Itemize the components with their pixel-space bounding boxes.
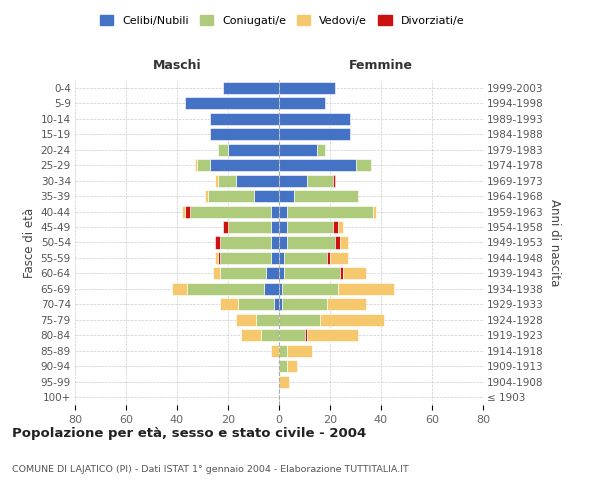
Bar — [197, 159, 210, 171]
Bar — [215, 174, 218, 186]
Bar — [238, 298, 274, 310]
Bar — [236, 314, 256, 326]
Bar — [271, 252, 279, 264]
Bar — [279, 112, 350, 124]
Bar — [279, 97, 325, 109]
Text: Popolazione per età, sesso e stato civile - 2004: Popolazione per età, sesso e stato civil… — [12, 428, 366, 440]
Bar — [218, 144, 228, 156]
Bar — [340, 268, 343, 280]
Bar — [279, 128, 350, 140]
Bar — [279, 314, 320, 326]
Bar — [271, 221, 279, 233]
Bar — [307, 330, 358, 342]
Bar — [287, 236, 335, 248]
Bar — [271, 345, 279, 357]
Bar — [279, 376, 289, 388]
Bar — [279, 82, 335, 94]
Bar — [241, 330, 261, 342]
Bar — [340, 236, 348, 248]
Bar — [220, 252, 271, 264]
Bar — [205, 190, 208, 202]
Bar — [215, 236, 220, 248]
Bar — [210, 112, 279, 124]
Bar — [228, 144, 279, 156]
Bar — [187, 283, 264, 295]
Bar — [317, 144, 325, 156]
Bar — [279, 144, 317, 156]
Bar — [274, 298, 279, 310]
Bar — [185, 97, 279, 109]
Bar — [218, 174, 236, 186]
Text: COMUNE DI LAJATICO (PI) - Dati ISTAT 1° gennaio 2004 - Elaborazione TUTTITALIA.I: COMUNE DI LAJATICO (PI) - Dati ISTAT 1° … — [12, 465, 409, 474]
Bar — [332, 174, 335, 186]
Bar — [343, 268, 366, 280]
Bar — [335, 236, 340, 248]
Y-axis label: Anni di nascita: Anni di nascita — [548, 199, 560, 286]
Bar — [223, 82, 279, 94]
Bar — [271, 236, 279, 248]
Bar — [261, 330, 279, 342]
Bar — [182, 206, 185, 218]
Bar — [338, 283, 394, 295]
Bar — [328, 298, 366, 310]
Bar — [279, 283, 281, 295]
Bar — [218, 252, 220, 264]
Bar — [279, 190, 295, 202]
Bar — [223, 221, 228, 233]
Bar — [228, 221, 271, 233]
Bar — [208, 190, 254, 202]
Bar — [195, 159, 197, 171]
Bar — [264, 283, 279, 295]
Bar — [295, 190, 358, 202]
Bar — [213, 268, 220, 280]
Bar — [356, 159, 371, 171]
Bar — [271, 206, 279, 218]
Text: Femmine: Femmine — [349, 60, 413, 72]
Bar — [220, 236, 271, 248]
Bar — [284, 252, 328, 264]
Bar — [279, 298, 281, 310]
Bar — [279, 345, 287, 357]
Bar — [305, 330, 307, 342]
Bar — [279, 360, 287, 372]
Bar — [287, 345, 312, 357]
Bar — [287, 206, 373, 218]
Bar — [220, 268, 266, 280]
Bar — [279, 221, 287, 233]
Bar — [373, 206, 376, 218]
Bar — [215, 252, 218, 264]
Bar — [279, 159, 356, 171]
Bar — [279, 174, 307, 186]
Bar — [307, 174, 332, 186]
Bar — [210, 159, 279, 171]
Bar — [328, 252, 330, 264]
Text: Maschi: Maschi — [152, 60, 202, 72]
Bar — [266, 268, 279, 280]
Bar — [330, 252, 348, 264]
Bar — [172, 283, 187, 295]
Bar — [279, 330, 305, 342]
Bar — [185, 206, 190, 218]
Bar — [284, 268, 340, 280]
Bar — [281, 283, 338, 295]
Bar — [279, 236, 287, 248]
Bar — [220, 298, 238, 310]
Bar — [287, 221, 332, 233]
Bar — [279, 252, 284, 264]
Bar — [287, 360, 297, 372]
Bar — [254, 190, 279, 202]
Bar — [236, 174, 279, 186]
Y-axis label: Fasce di età: Fasce di età — [23, 208, 37, 278]
Bar — [281, 298, 328, 310]
Bar — [279, 206, 287, 218]
Legend: Celibi/Nubili, Coniugati/e, Vedovi/e, Divorziati/e: Celibi/Nubili, Coniugati/e, Vedovi/e, Di… — [97, 12, 467, 29]
Bar — [279, 268, 284, 280]
Bar — [256, 314, 279, 326]
Bar — [210, 128, 279, 140]
Bar — [332, 221, 338, 233]
Bar — [190, 206, 271, 218]
Bar — [320, 314, 383, 326]
Bar — [338, 221, 343, 233]
